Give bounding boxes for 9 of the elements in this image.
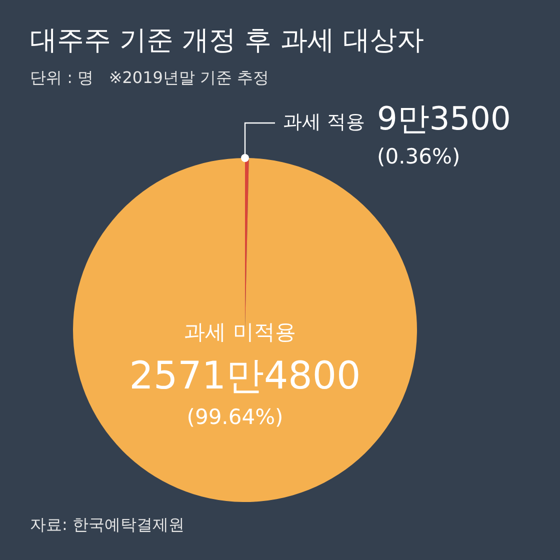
chart-title: 대주주 기준 개정 후 과세 대상자 (30, 24, 424, 58)
text: 자료: 한국예탁결제원 (30, 515, 184, 536)
slice-label: 과세 미적용 (184, 320, 296, 344)
text: 9만3500 (377, 99, 511, 138)
text: 2571만4800 (129, 353, 361, 398)
data-label: (99.64%) (186, 404, 284, 429)
chart-subtitle: 단위 : 명 ※2019년말 기준 추정 (30, 68, 270, 89)
data-label: (0.36%) (377, 144, 460, 168)
slice-label: 과세 적용 (283, 110, 366, 133)
